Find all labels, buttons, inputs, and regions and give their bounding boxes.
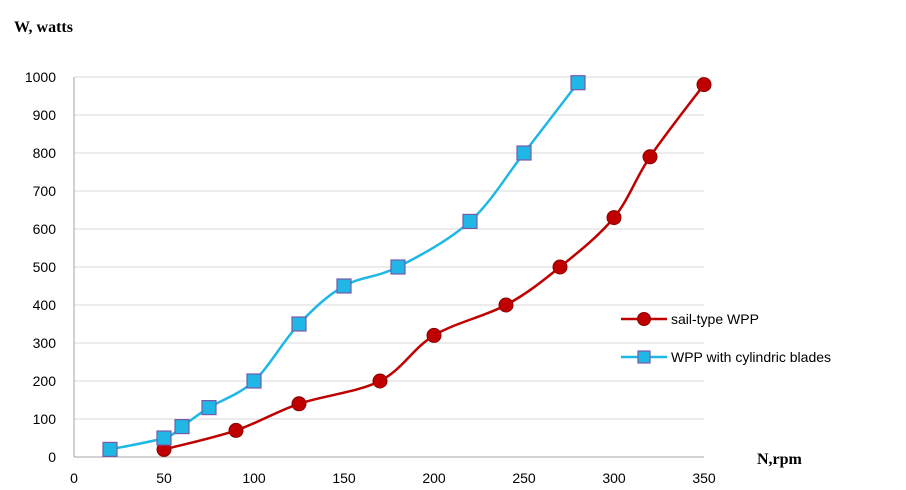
- data-point: [201, 400, 217, 416]
- x-tick-label: 150: [332, 470, 356, 486]
- data-point: [291, 316, 307, 332]
- x-tick-label: 250: [512, 470, 536, 486]
- data-point: [642, 149, 658, 165]
- x-tick-label: 100: [242, 470, 266, 486]
- data-point: [156, 430, 172, 446]
- data-point: [336, 278, 352, 294]
- y-tick-label: 300: [33, 335, 57, 351]
- y-tick-label: 200: [33, 373, 57, 389]
- y-tick-labels: 0 100 200 300 400 500 600 700 800 900 1000: [25, 69, 56, 465]
- data-point: [462, 213, 478, 229]
- series-line: [109, 81, 579, 451]
- series-2: [102, 75, 586, 457]
- y-tick-label: 100: [33, 411, 57, 427]
- data-point: [102, 441, 118, 457]
- y-tick-label: 1000: [25, 69, 56, 85]
- legend-item: sail-type WPP: [621, 311, 759, 327]
- data-point: [696, 77, 712, 93]
- series-1: [156, 77, 712, 457]
- x-axis-title: N,rpm: [757, 451, 803, 468]
- legend-label: WPP with cylindric blades: [671, 349, 831, 365]
- data-point: [291, 396, 307, 412]
- legend-marker: [637, 350, 651, 364]
- series-line: [163, 83, 706, 451]
- x-tick-label: 350: [692, 470, 716, 486]
- legend-marker: [637, 312, 651, 326]
- y-tick-label: 900: [33, 107, 57, 123]
- data-point: [606, 210, 622, 226]
- legend-label: sail-type WPP: [671, 311, 759, 327]
- data-point: [516, 145, 532, 161]
- x-tick-label: 200: [422, 470, 446, 486]
- y-tick-label: 0: [48, 449, 56, 465]
- data-point: [552, 259, 568, 275]
- y-tick-label: 700: [33, 183, 57, 199]
- x-tick-label: 300: [602, 470, 626, 486]
- legend-item: WPP with cylindric blades: [621, 349, 831, 365]
- y-tick-label: 600: [33, 221, 57, 237]
- y-tick-label: 500: [33, 259, 57, 275]
- data-point: [372, 373, 388, 389]
- y-tick-label: 400: [33, 297, 57, 313]
- data-point: [174, 419, 190, 435]
- y-axis-title: W, watts: [14, 19, 73, 36]
- data-point: [498, 297, 514, 313]
- gridlines: [74, 76, 704, 420]
- series-layer: [102, 75, 712, 457]
- x-tick-labels: 0 50 100 150 200 250 300 350: [70, 470, 716, 486]
- legend: sail-type WPP WPP with cylindric blades: [621, 311, 831, 365]
- data-point: [228, 422, 244, 438]
- y-tick-label: 800: [33, 145, 57, 161]
- data-point: [390, 259, 406, 275]
- x-tick-label: 0: [70, 470, 78, 486]
- data-point: [246, 373, 262, 389]
- data-point: [570, 75, 586, 91]
- data-point: [426, 327, 442, 343]
- x-tick-label: 50: [156, 470, 172, 486]
